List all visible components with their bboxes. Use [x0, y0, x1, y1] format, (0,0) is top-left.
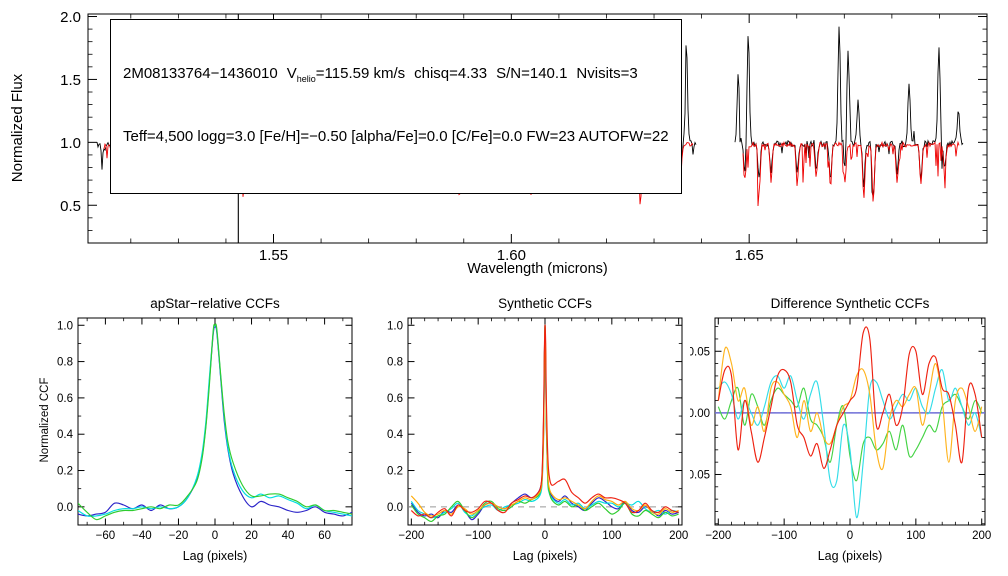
ccf1-y-axis-title: Normalized CCF	[39, 377, 51, 463]
vhelio-value: =115.59 km/s	[315, 65, 406, 83]
ccf1-title: apStar−relative CCFs	[150, 296, 280, 311]
chisq-value: chisq=4.33	[414, 65, 488, 83]
y-tick-label: 0.00	[690, 408, 710, 420]
plot-frame	[77, 317, 353, 526]
star-id: 2M08133764−1436010	[123, 65, 278, 83]
x-tick-label: 40	[282, 530, 295, 542]
x-tick-label: −100	[465, 530, 491, 542]
vhelio-name: V	[286, 65, 297, 83]
x-tick-label: 20	[245, 530, 258, 542]
y-tick-label: 0.0	[57, 502, 73, 514]
x-tick-label: −200	[398, 530, 424, 542]
plot-data-area	[408, 324, 682, 522]
spectrum-y-axis-title: Normalized Flux	[9, 73, 26, 183]
ccf-series-visit-3-green	[78, 323, 352, 521]
nvisits-value: Nvisits=3	[576, 65, 638, 83]
y-tick-label: 2.0	[60, 9, 81, 26]
ccf3-title: Difference Synthetic CCFs	[770, 296, 930, 311]
synthetic-ccf-panel: −200 −100 0 100 200 0.0 0.2 0.4 0.6 0.8 1.0	[387, 317, 688, 542]
apstar-ccf-panel: −60 −40 −20 0 20 40 60 0.0 0.2 0.4 0.6 0.8 1.0	[57, 317, 353, 542]
difference-ccf-panel: −200 −100 0 100 200 −0.05 0.00 0.05	[690, 317, 991, 542]
ccf-series-visit-1-blue	[78, 325, 352, 517]
x-tick-label: −200	[705, 530, 731, 542]
x-tick-label: 0	[847, 530, 853, 542]
vhelio-subscript: helio	[296, 74, 316, 85]
x-tick-label: −60	[96, 530, 116, 542]
ccf-series-diff-green	[717, 386, 983, 482]
y-tick-label: 0.8	[387, 357, 403, 369]
ccf-series-visit-2-cyan	[78, 324, 352, 517]
y-tick-label: 1.5	[60, 72, 81, 89]
x-tick-label: 60	[318, 530, 331, 542]
x-tick-label: 1.65	[735, 247, 764, 264]
x-tick-label: 100	[602, 530, 621, 542]
y-tick-label: 0.4	[57, 429, 74, 441]
y-tick-label: 0.2	[387, 466, 403, 478]
y-tick-label: 0.8	[57, 357, 73, 369]
ccf-series-ccf-red	[410, 324, 679, 519]
ccf2-x-axis-title: Lag (pixels)	[512, 549, 578, 563]
ccf3-x-axis-title: Lag (pixels)	[817, 549, 883, 563]
ccf1-x-axis-title: Lag (pixels)	[182, 549, 248, 563]
x-tick-label: 200	[972, 530, 991, 542]
x-tick-label: 1.60	[497, 247, 526, 264]
y-tick-label: 0.0	[387, 502, 403, 514]
snr-value: S/N=140.1	[496, 65, 568, 83]
x-tick-label: 200	[669, 530, 688, 542]
y-tick-label: 1.0	[57, 320, 73, 332]
plot-data-area	[78, 323, 352, 521]
info-line-1: 2M08133764−1436010 Vhelio=115.59 km/s chis…	[123, 64, 669, 85]
plot-frame	[87, 13, 988, 244]
ccf-series-diff-red	[717, 326, 983, 469]
y-tick-label: 0.2	[57, 466, 73, 478]
x-tick-label: 0	[542, 530, 548, 542]
spectrum-x-axis-title: Wavelength (microns)	[467, 261, 608, 277]
x-tick-label: −20	[169, 530, 189, 542]
plot-data-area	[715, 326, 985, 519]
y-tick-label: 0.6	[57, 393, 73, 405]
x-tick-label: 0	[212, 530, 218, 542]
ccf2-title: Synthetic CCFs	[498, 296, 592, 311]
y-tick-label: 0.6	[387, 393, 403, 405]
x-tick-label: −40	[132, 530, 152, 542]
spectrum-info-box: 2M08133764−1436010 Vhelio=115.59 km/s chis…	[110, 19, 682, 195]
info-line-2: Teff=4,500 logg=3.0 [Fe/H]=−0.50 [alpha/…	[123, 128, 669, 146]
x-tick-label: 100	[906, 530, 925, 542]
x-tick-label: 1.55	[259, 247, 288, 264]
ccf-series-diff-cyan	[717, 369, 983, 519]
ccf-series-ccf-orange	[410, 324, 679, 517]
y-tick-label: 0.5	[60, 198, 81, 215]
y-tick-label: 0.4	[387, 429, 404, 441]
y-tick-label: 1.0	[387, 320, 403, 332]
y-tick-label: −0.05	[690, 469, 710, 481]
y-tick-label: 0.05	[690, 346, 710, 358]
y-tick-label: 1.0	[60, 135, 81, 152]
x-tick-label: −100	[771, 530, 797, 542]
